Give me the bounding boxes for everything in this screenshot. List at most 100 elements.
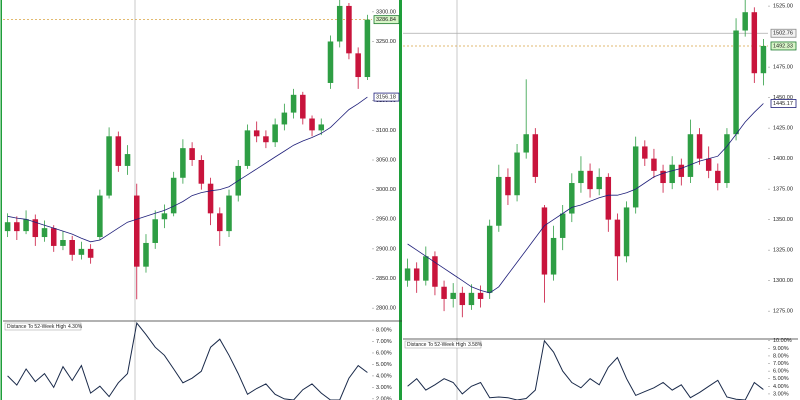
indicator-y-tick-label: 4.00% (773, 384, 789, 390)
y-tick-label: 3050.00 (376, 157, 396, 163)
candle-body (161, 213, 168, 220)
candle-body (705, 158, 712, 171)
candle-body (78, 248, 85, 255)
candle-body (244, 130, 251, 166)
y-tick-label: 1450.00 (773, 95, 793, 101)
indicator-y-tick-label: 6.00% (376, 350, 392, 356)
candle-body (263, 136, 269, 143)
y-tick-label: 1400.00 (773, 156, 793, 162)
y-tick-label: 1425.00 (773, 126, 793, 132)
indicator-value: 4.30% (68, 324, 83, 330)
indicator-line (7, 321, 368, 400)
indicator-y-tick-label: 10.00% (773, 338, 792, 344)
candle-body (32, 219, 39, 238)
candle-body (226, 195, 232, 232)
panel-border (399, 0, 402, 400)
sma-label: 3156.18 (376, 95, 396, 101)
y-tick-label: 3300.00 (376, 9, 396, 15)
candle-body (300, 94, 306, 119)
candle-body (115, 136, 122, 166)
indicator-y-tick-label: 4.00% (376, 373, 392, 379)
indicator-y-tick-label: 8.00% (376, 327, 392, 333)
candle-body (632, 146, 639, 208)
candle-body (605, 176, 612, 220)
indicator-title-box (4, 322, 82, 331)
y-tick-label: 1375.00 (773, 187, 793, 193)
last-price-label-box (373, 15, 400, 25)
last-price-label: 1492.33 (773, 43, 793, 49)
candle-body (41, 228, 48, 238)
candle-body (532, 134, 539, 177)
y-tick-label: 2800.00 (376, 306, 396, 312)
indicator-y-tick-label: 9.00% (773, 346, 789, 352)
candle-body (614, 219, 621, 257)
candle-body (180, 148, 186, 178)
candle-body (733, 30, 739, 135)
y-tick-label: 1300.00 (773, 278, 793, 284)
candle-body (133, 195, 140, 267)
candle-body (355, 53, 361, 78)
candle-body (486, 225, 493, 293)
candle-body (272, 124, 278, 143)
candle-body (541, 207, 548, 275)
candle-body (477, 292, 484, 299)
indicator-line (407, 339, 764, 400)
y-tick-label: 2900.00 (376, 246, 396, 252)
candle-body (346, 5, 352, 54)
sma-label: 1445.17 (773, 101, 793, 107)
indicator-y-tick-label: 6.00% (773, 369, 789, 375)
candle-body (143, 242, 149, 267)
sma-line (407, 103, 764, 294)
candle-body (327, 41, 334, 83)
candle-body (87, 248, 94, 258)
sma-line (7, 96, 368, 243)
indicator-title: Distance To 52-Week High (407, 342, 466, 348)
candle-body (14, 222, 20, 232)
indicator-title: Distance To 52-Week High (7, 324, 66, 330)
panel-border (0, 0, 2, 400)
y-tick-label: 3100.00 (376, 128, 396, 134)
candle-body (496, 176, 502, 226)
indicator-title-box (404, 340, 482, 349)
indicator-y-tick-label: 7.00% (773, 361, 789, 367)
candle-body (523, 134, 529, 153)
candle-body (60, 240, 66, 246)
candle-body (459, 292, 466, 306)
candle-body (550, 237, 557, 275)
candle-body (587, 170, 593, 190)
candle-body (413, 268, 420, 281)
indicator-y-tick-label: 5.00% (376, 362, 392, 368)
y-tick-label: 3250.00 (376, 39, 396, 45)
y-tick-label: 1475.00 (773, 65, 793, 71)
candle-body (4, 222, 11, 232)
candle-body (152, 219, 158, 243)
candle-body (514, 152, 520, 196)
indicator-y-tick-label: 3.00% (773, 391, 789, 397)
candle-body (687, 134, 694, 177)
candle-body (189, 148, 195, 160)
candle-body (660, 170, 666, 184)
candle-body (760, 45, 767, 74)
candle-body (309, 118, 315, 131)
candle-body (423, 256, 429, 281)
candle-body (290, 94, 297, 113)
candle-body (364, 19, 371, 78)
y-tick-label: 1350.00 (773, 217, 793, 223)
candle-body (281, 112, 288, 125)
indicator-y-tick-label: 7.00% (376, 339, 392, 345)
candle-body (623, 207, 630, 257)
sma-label-box (770, 99, 797, 108)
candle-body (432, 256, 438, 287)
y-tick-label: 3000.00 (376, 187, 396, 193)
candle-body (336, 5, 343, 42)
reference-label-box (770, 28, 797, 38)
candle-body (505, 176, 511, 196)
indicator-y-tick-label: 3.00% (376, 385, 392, 391)
y-tick-label: 1275.00 (773, 309, 793, 315)
candle-body (106, 136, 112, 196)
candle-body (69, 240, 75, 255)
candle-body (23, 219, 29, 232)
candle-body (751, 12, 758, 74)
indicator-value: 3.58% (468, 342, 483, 348)
